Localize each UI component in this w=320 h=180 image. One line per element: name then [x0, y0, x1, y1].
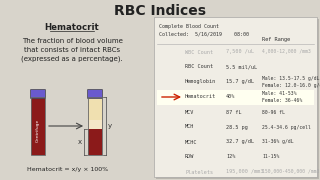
Text: 11-15%: 11-15%: [262, 154, 279, 159]
FancyBboxPatch shape: [154, 17, 317, 177]
Text: MCV: MCV: [185, 109, 194, 114]
Text: WBC Count: WBC Count: [185, 50, 213, 55]
FancyBboxPatch shape: [30, 89, 45, 98]
Bar: [88, 97, 102, 120]
Text: Ref Range: Ref Range: [262, 37, 290, 42]
Text: 40%: 40%: [226, 94, 236, 100]
Text: 4,000-12,000 /mm3: 4,000-12,000 /mm3: [262, 50, 311, 55]
Text: RDW: RDW: [185, 154, 194, 159]
Bar: [31, 97, 45, 155]
Text: x: x: [78, 139, 82, 145]
Bar: [88, 120, 102, 129]
Text: Complete Blood Count
Collected:  5/16/2019    08:00: Complete Blood Count Collected: 5/16/201…: [159, 24, 249, 37]
Text: 80-96 fL: 80-96 fL: [262, 109, 285, 114]
Text: MCHC: MCHC: [185, 140, 197, 145]
Text: 12%: 12%: [226, 154, 236, 159]
Bar: [31, 97, 45, 155]
FancyBboxPatch shape: [156, 19, 319, 179]
Bar: [88, 97, 102, 155]
Bar: [157, 90, 314, 105]
Text: Hematocrit = x/y × 100%: Hematocrit = x/y × 100%: [28, 168, 108, 172]
Text: MCH: MCH: [185, 125, 194, 129]
Text: Hematocrit: Hematocrit: [185, 94, 216, 100]
Text: 15.7 g/dL: 15.7 g/dL: [226, 80, 254, 84]
Text: y: y: [108, 123, 112, 129]
Text: RBC Count: RBC Count: [185, 64, 213, 69]
Text: 87 fL: 87 fL: [226, 109, 242, 114]
Text: Hemoglobin: Hemoglobin: [185, 80, 216, 84]
Text: 150,000-450,000 /mm3: 150,000-450,000 /mm3: [262, 170, 319, 174]
Text: 5.5 mil/uL: 5.5 mil/uL: [226, 64, 257, 69]
Text: RBC Indices: RBC Indices: [114, 4, 206, 18]
Text: Male: 41-53%
Female: 36-46%: Male: 41-53% Female: 36-46%: [262, 91, 302, 103]
FancyBboxPatch shape: [87, 89, 102, 98]
Text: Platelets: Platelets: [185, 170, 213, 174]
Text: 28.5 pg: 28.5 pg: [226, 125, 248, 129]
Text: 31-36% g/dL: 31-36% g/dL: [262, 140, 294, 145]
Text: Hematocrit: Hematocrit: [44, 24, 100, 33]
Text: 7,500 /uL: 7,500 /uL: [226, 50, 254, 55]
Text: 32.7 g/dL: 32.7 g/dL: [226, 140, 254, 145]
Text: The fraction of blood volume
that consists of intact RBCs
(expressed as a percen: The fraction of blood volume that consis…: [21, 38, 123, 62]
Text: Centrifuge: Centrifuge: [36, 118, 40, 142]
Text: 195,000 /mm3: 195,000 /mm3: [226, 170, 263, 174]
Text: Male: 13.5-17.5 g/dL
Female: 12.0-16.0 g/dL: Male: 13.5-17.5 g/dL Female: 12.0-16.0 g…: [262, 76, 320, 88]
Bar: [88, 129, 102, 155]
Text: 25.4-34.6 pg/cell: 25.4-34.6 pg/cell: [262, 125, 311, 129]
